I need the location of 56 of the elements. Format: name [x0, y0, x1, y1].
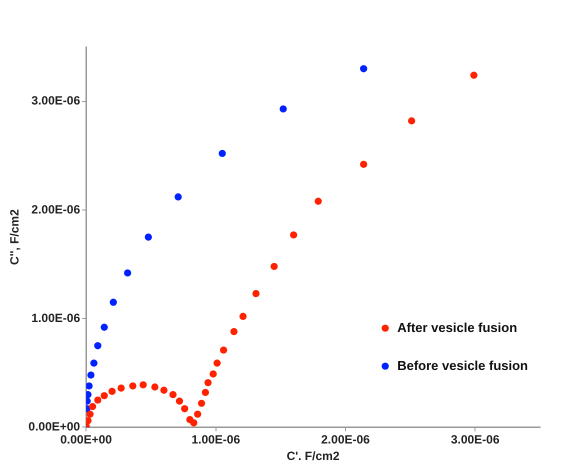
point — [86, 410, 94, 418]
point — [86, 391, 92, 398]
point — [94, 342, 102, 350]
y-tick-label: 0.00E+00 — [28, 420, 80, 434]
point — [194, 410, 202, 418]
point — [169, 391, 177, 398]
point — [360, 160, 368, 168]
point — [124, 269, 132, 277]
x-tick-label: 1.00E-06 — [191, 432, 240, 447]
point — [470, 72, 478, 79]
point — [314, 198, 322, 205]
point — [218, 150, 226, 158]
x-tick-label: 0.00E+00 — [60, 432, 112, 447]
y-tick-label: 1.00E-06 — [31, 310, 80, 325]
point — [190, 419, 198, 426]
legend-label: Before vesicle fusion — [397, 358, 528, 373]
point — [290, 231, 298, 239]
point — [198, 400, 206, 407]
point — [94, 396, 102, 404]
point — [89, 402, 96, 410]
point — [252, 290, 260, 298]
point — [176, 398, 184, 405]
x-axis-title: C'. F/cm2 — [286, 449, 340, 464]
point — [204, 379, 212, 386]
point — [408, 117, 416, 124]
point — [239, 312, 247, 320]
point — [181, 405, 188, 412]
point — [213, 360, 221, 367]
y-tick-label: 2.00E-06 — [31, 202, 80, 216]
point — [100, 324, 108, 331]
y-axis-title: C'', F/cm2 — [8, 208, 22, 265]
point — [160, 386, 168, 394]
point — [129, 382, 136, 390]
point — [86, 417, 92, 424]
point — [210, 370, 217, 378]
point — [118, 384, 125, 392]
y-tick-label: 3.00E-06 — [31, 94, 80, 108]
point — [230, 328, 238, 336]
legend-label: After vesicle fusion — [397, 320, 518, 335]
point — [108, 388, 116, 395]
point — [202, 388, 210, 396]
point — [100, 392, 108, 400]
point — [151, 383, 158, 391]
point — [90, 360, 98, 367]
x-tick-label: 2.00E-06 — [321, 432, 370, 447]
point — [280, 105, 287, 113]
point — [87, 371, 95, 379]
point — [270, 262, 278, 270]
point — [220, 346, 228, 354]
point — [144, 234, 152, 241]
x-tick-label: 3.00E-06 — [450, 432, 500, 447]
point — [110, 298, 117, 306]
point — [360, 65, 368, 72]
point — [86, 382, 93, 390]
point — [140, 381, 147, 388]
point — [174, 193, 182, 201]
